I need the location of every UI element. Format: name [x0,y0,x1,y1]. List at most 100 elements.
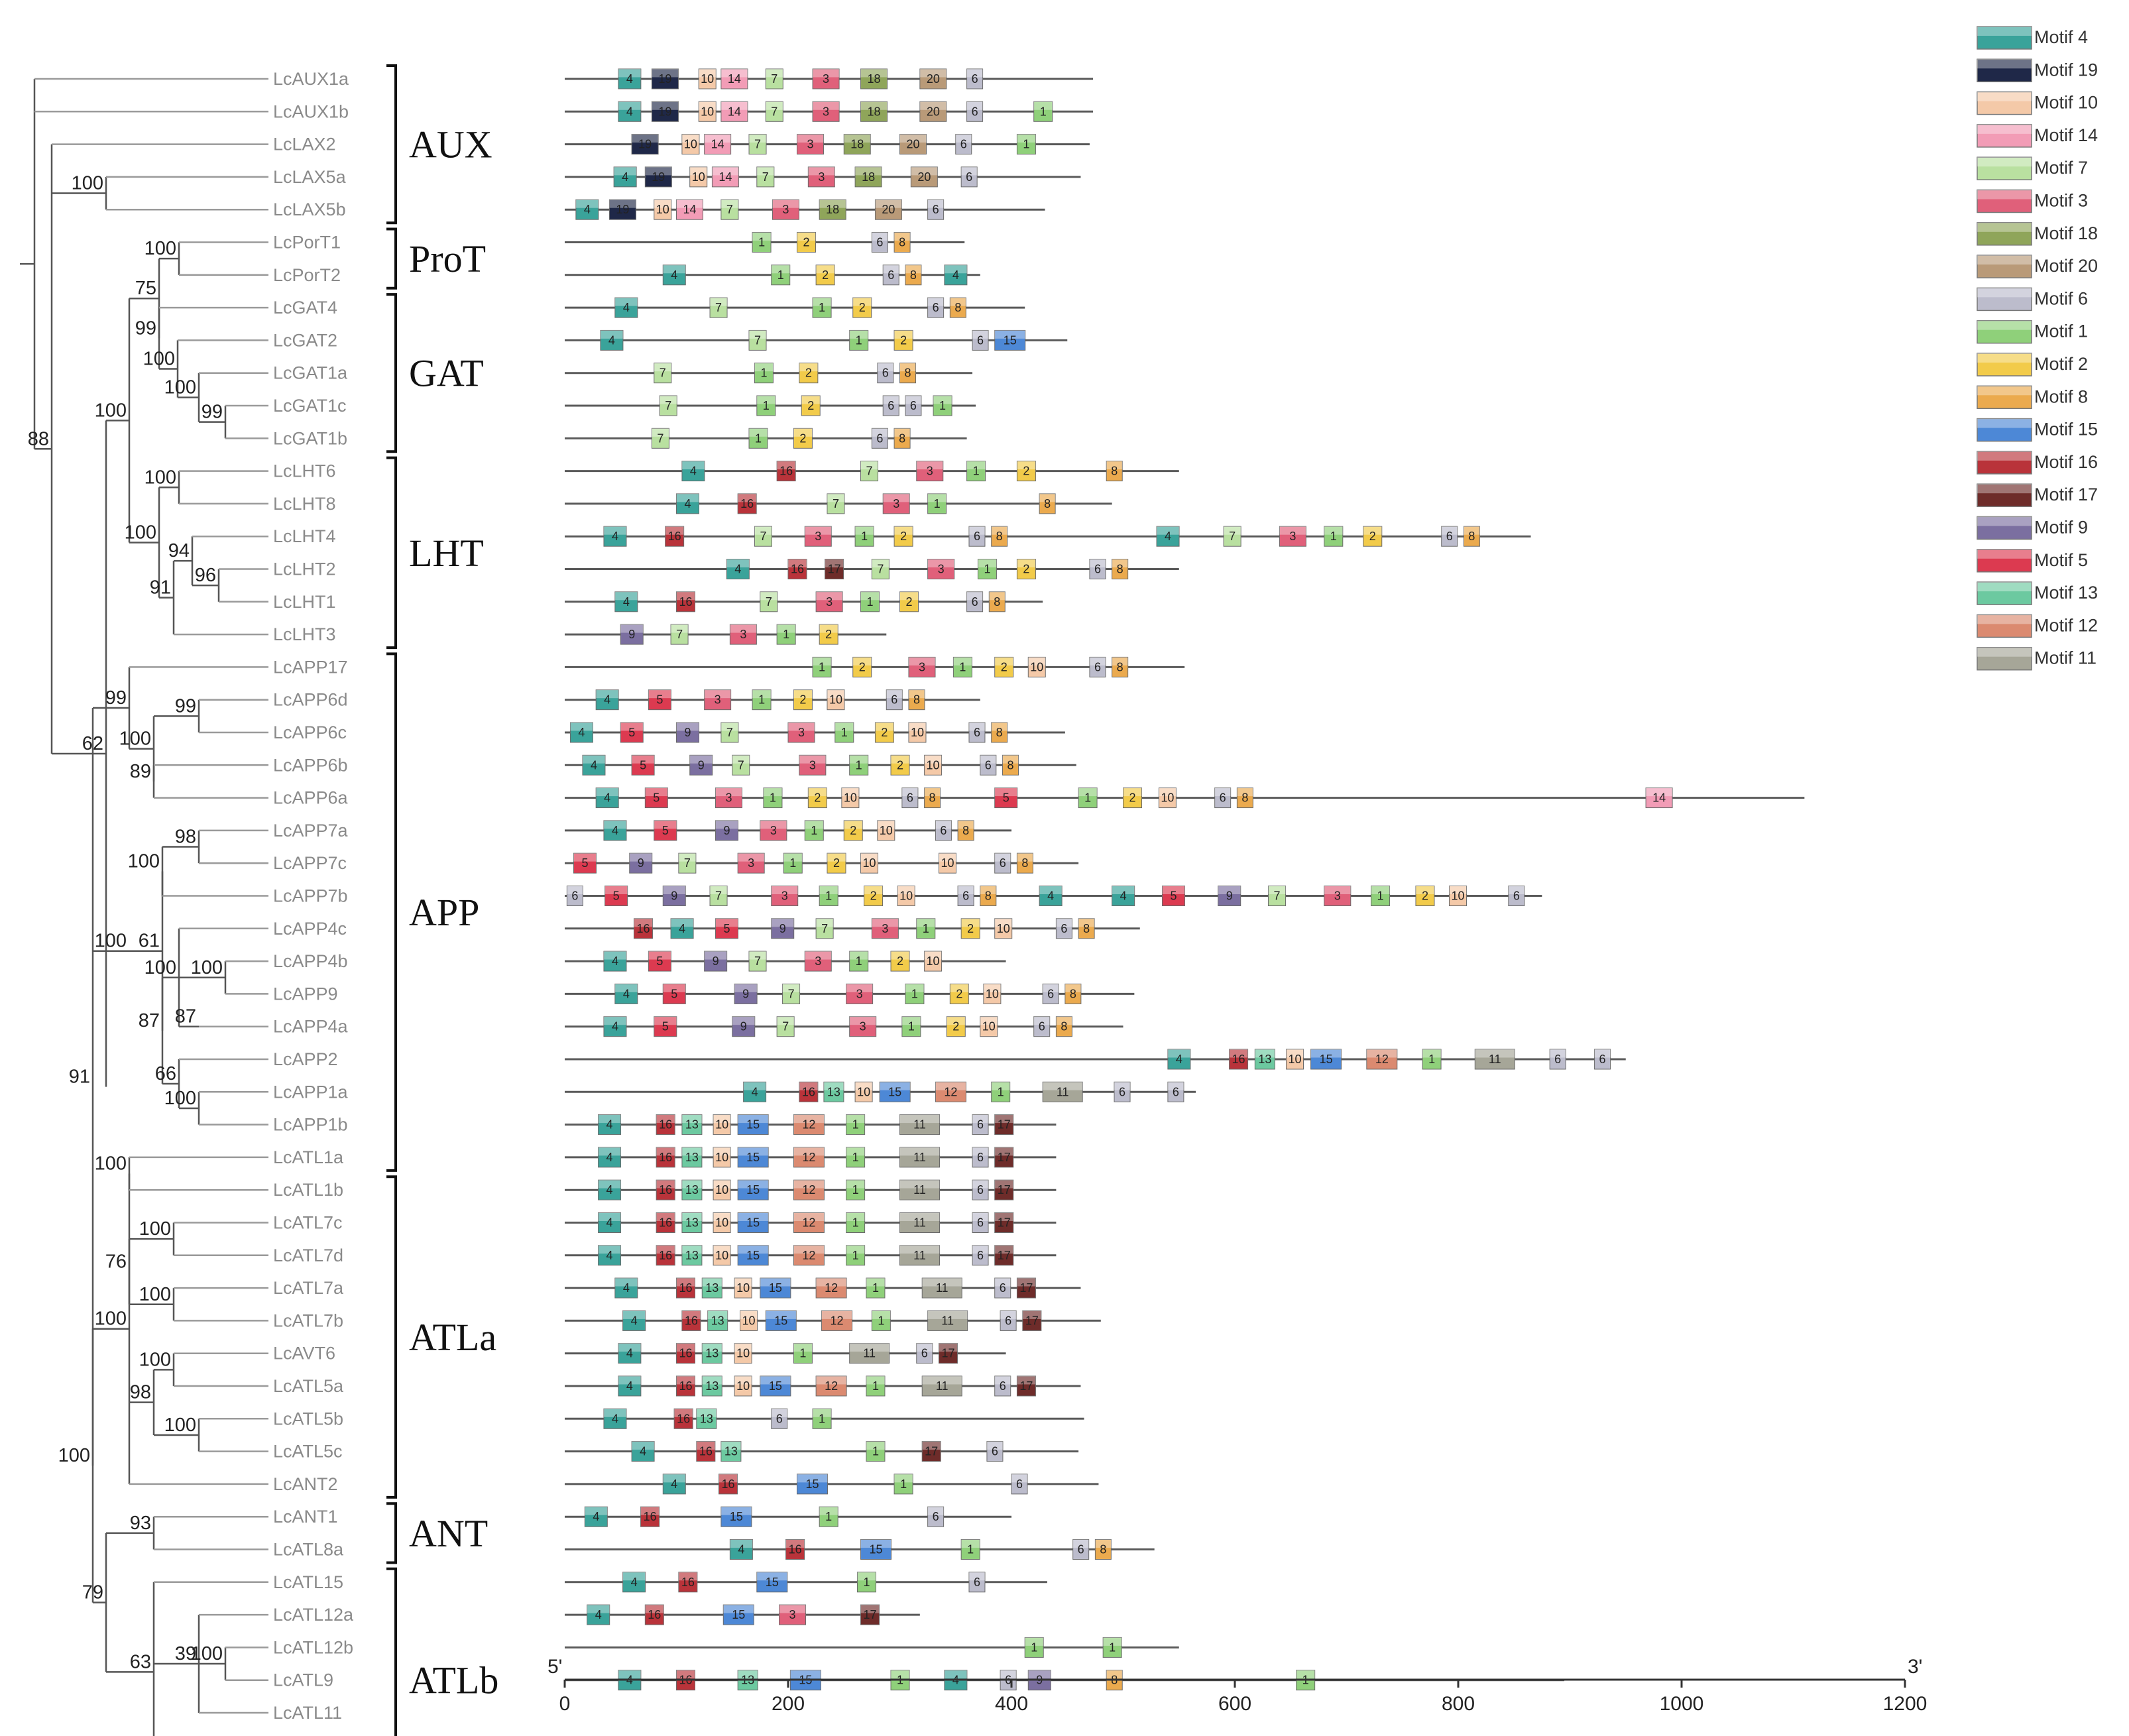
motif-box [603,1016,627,1037]
motif-box [765,101,783,122]
motif-number: 2 [1001,660,1007,673]
motif-number: 11 [1489,1053,1501,1066]
motif-number: 1 [770,791,776,805]
motif-number: 6 [910,399,917,412]
motif-number: 4 [578,726,585,739]
motif-number: 2 [905,595,912,608]
gene-label: LcAPP6b [273,755,348,775]
motif-number: 17 [828,563,841,576]
motif-number: 13 [1258,1053,1271,1066]
legend-swatch-sheen [1977,157,2032,167]
motif-box [949,297,966,318]
gene-label: LcAVT6 [273,1344,335,1363]
motif-sheen [813,657,832,665]
motif-sheen [860,591,880,601]
motif-sheen [674,1409,693,1417]
motif-sheen [654,820,677,829]
motif-number: 8 [1007,758,1014,772]
motif-number: 4 [612,1412,618,1425]
motif-number: 9 [713,955,719,968]
motif-box [972,1147,989,1168]
motif-box [893,329,913,351]
motif-number: 6 [891,693,897,707]
motif-number: 1 [852,1118,859,1131]
motif-sheen [777,461,796,470]
motif-sheen [793,1212,825,1221]
motif-sheen [734,1278,752,1287]
motif-box [1000,1310,1017,1331]
motif-box [919,101,947,122]
motif-box [849,1343,890,1364]
motif-sheen [632,755,655,764]
bootstrap-value: 79 [82,1582,103,1603]
gene-label: LcAPP2 [273,1049,338,1069]
motif-box [732,754,750,776]
motif-box [793,1147,825,1168]
motif-number: 16 [648,1608,661,1621]
gene-label: LcATL11 [273,1703,342,1723]
motif-box [676,1375,695,1397]
motif-number: 1 [1428,1053,1435,1066]
motif-box [720,1506,752,1527]
motif-number: 2 [807,399,814,412]
motif-box [871,1310,891,1331]
motif-sheen [935,820,952,829]
motif-sheen [734,1376,752,1385]
motif-box [760,591,778,612]
axis-tick-label: 400 [995,1693,1028,1715]
bootstrap-value: 94 [168,540,190,561]
motif-number: 13 [705,1379,719,1393]
motif-number: 4 [612,530,618,543]
motif-sheen [582,755,605,764]
motif-sheen [1464,526,1480,535]
motif-number: 16 [681,1576,695,1589]
motif-number: 2 [900,530,907,543]
motif-number: 4 [606,1183,613,1196]
motif-number: 1 [973,465,980,478]
motif-box [726,559,750,579]
motif-sheen [908,689,925,699]
motif-sheen [1011,1474,1027,1483]
motif-box [849,329,869,351]
motif-number: 8 [910,268,917,282]
motif-sheen [899,591,919,601]
motif-number: 5 [671,987,677,1000]
motif-number: 11 [913,1151,926,1164]
motif-number: 15 [746,1118,760,1131]
motif-sheen [1043,1082,1083,1090]
motif-sheen [972,1180,989,1188]
motif-box [648,689,671,711]
motif-number: 14 [728,105,741,118]
motif-box [815,1375,847,1397]
motif-box [654,820,677,841]
legend-label: Motif 2 [2034,354,2088,374]
bootstrap-value: 87 [139,1010,160,1031]
motif-sheen [788,559,807,567]
legend-label: Motif 6 [2034,288,2088,308]
motif-sheen [819,1507,838,1515]
motif-sheen [899,363,916,372]
motif-sheen [797,232,816,241]
legend-swatch-sheen [1977,222,2032,232]
motif-sheen [846,1212,865,1221]
motif-box [614,1277,638,1299]
motif-sheen [634,918,653,927]
motif-number: 19 [658,72,671,86]
motif-number: 11 [913,1118,926,1131]
motif-box [879,1081,911,1102]
motif-number: 2 [825,628,832,641]
motif-box [938,1343,958,1364]
motif-sheen [846,1245,865,1254]
legend-swatch-sheen [1977,516,2032,526]
motif-number: 1 [939,399,946,412]
motif-box [1078,918,1095,939]
motif-sheen [754,526,772,535]
legend-label: Motif 14 [2034,125,2098,145]
gene-label: LcAUX1a [273,69,349,89]
motif-sheen [618,69,641,78]
motif-box [598,1147,622,1168]
motif-number: 6 [962,890,969,903]
motif-box [899,1114,940,1135]
motif-sheen [805,820,824,829]
